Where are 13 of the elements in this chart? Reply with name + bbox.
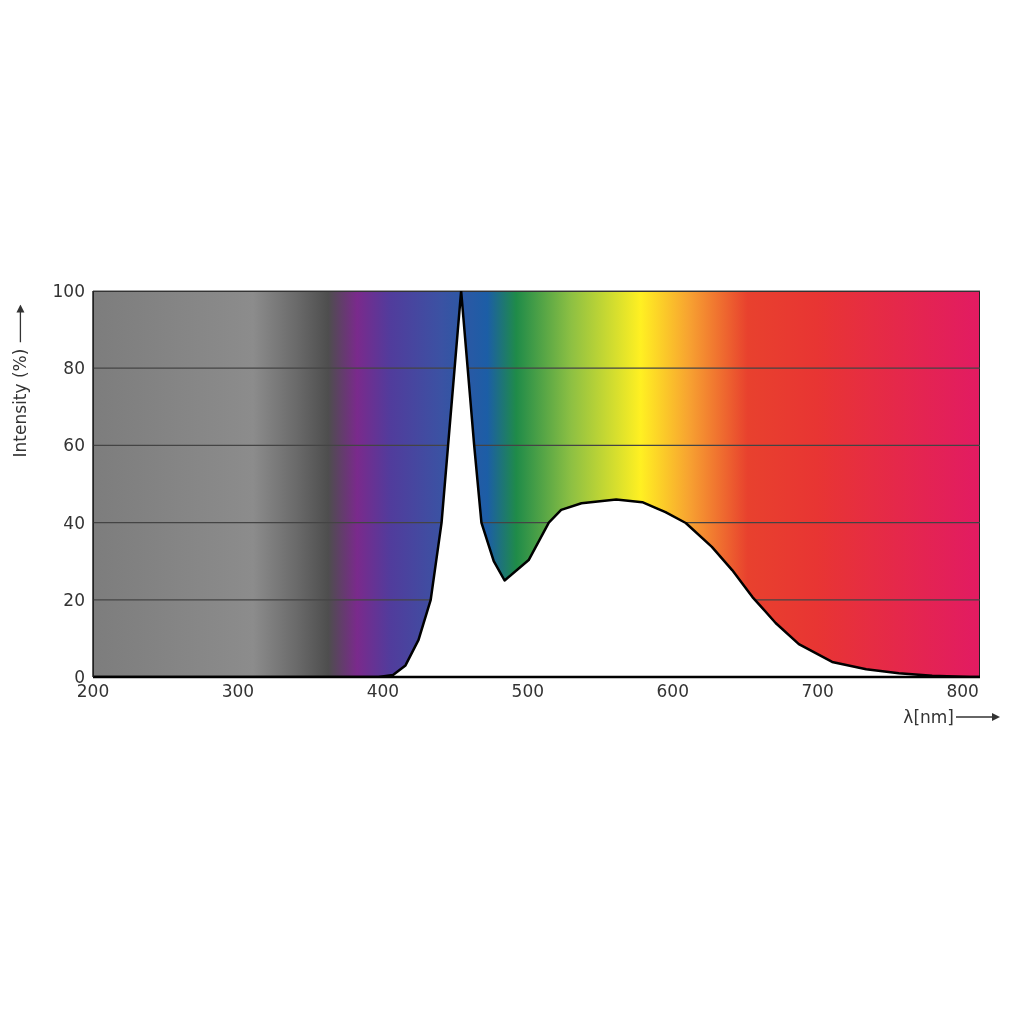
y-tick-label: 100 [52, 281, 85, 302]
y-tick-label: 60 [63, 435, 85, 456]
x-tick-label: 500 [511, 681, 545, 702]
y-tick-label: 40 [63, 512, 85, 533]
x-tick-label: 400 [366, 681, 400, 702]
y-tick-label: 20 [63, 589, 85, 610]
x-tick-label: 600 [656, 681, 689, 702]
y-tick-label: 80 [63, 358, 85, 379]
y-axis-title: Intensity (%) [10, 348, 31, 458]
x-axis-title: λ[nm] [903, 707, 954, 727]
x-tick-label: 700 [801, 681, 834, 702]
x-tick-label: 300 [221, 681, 255, 702]
x-tick-label: 800 [946, 681, 979, 702]
